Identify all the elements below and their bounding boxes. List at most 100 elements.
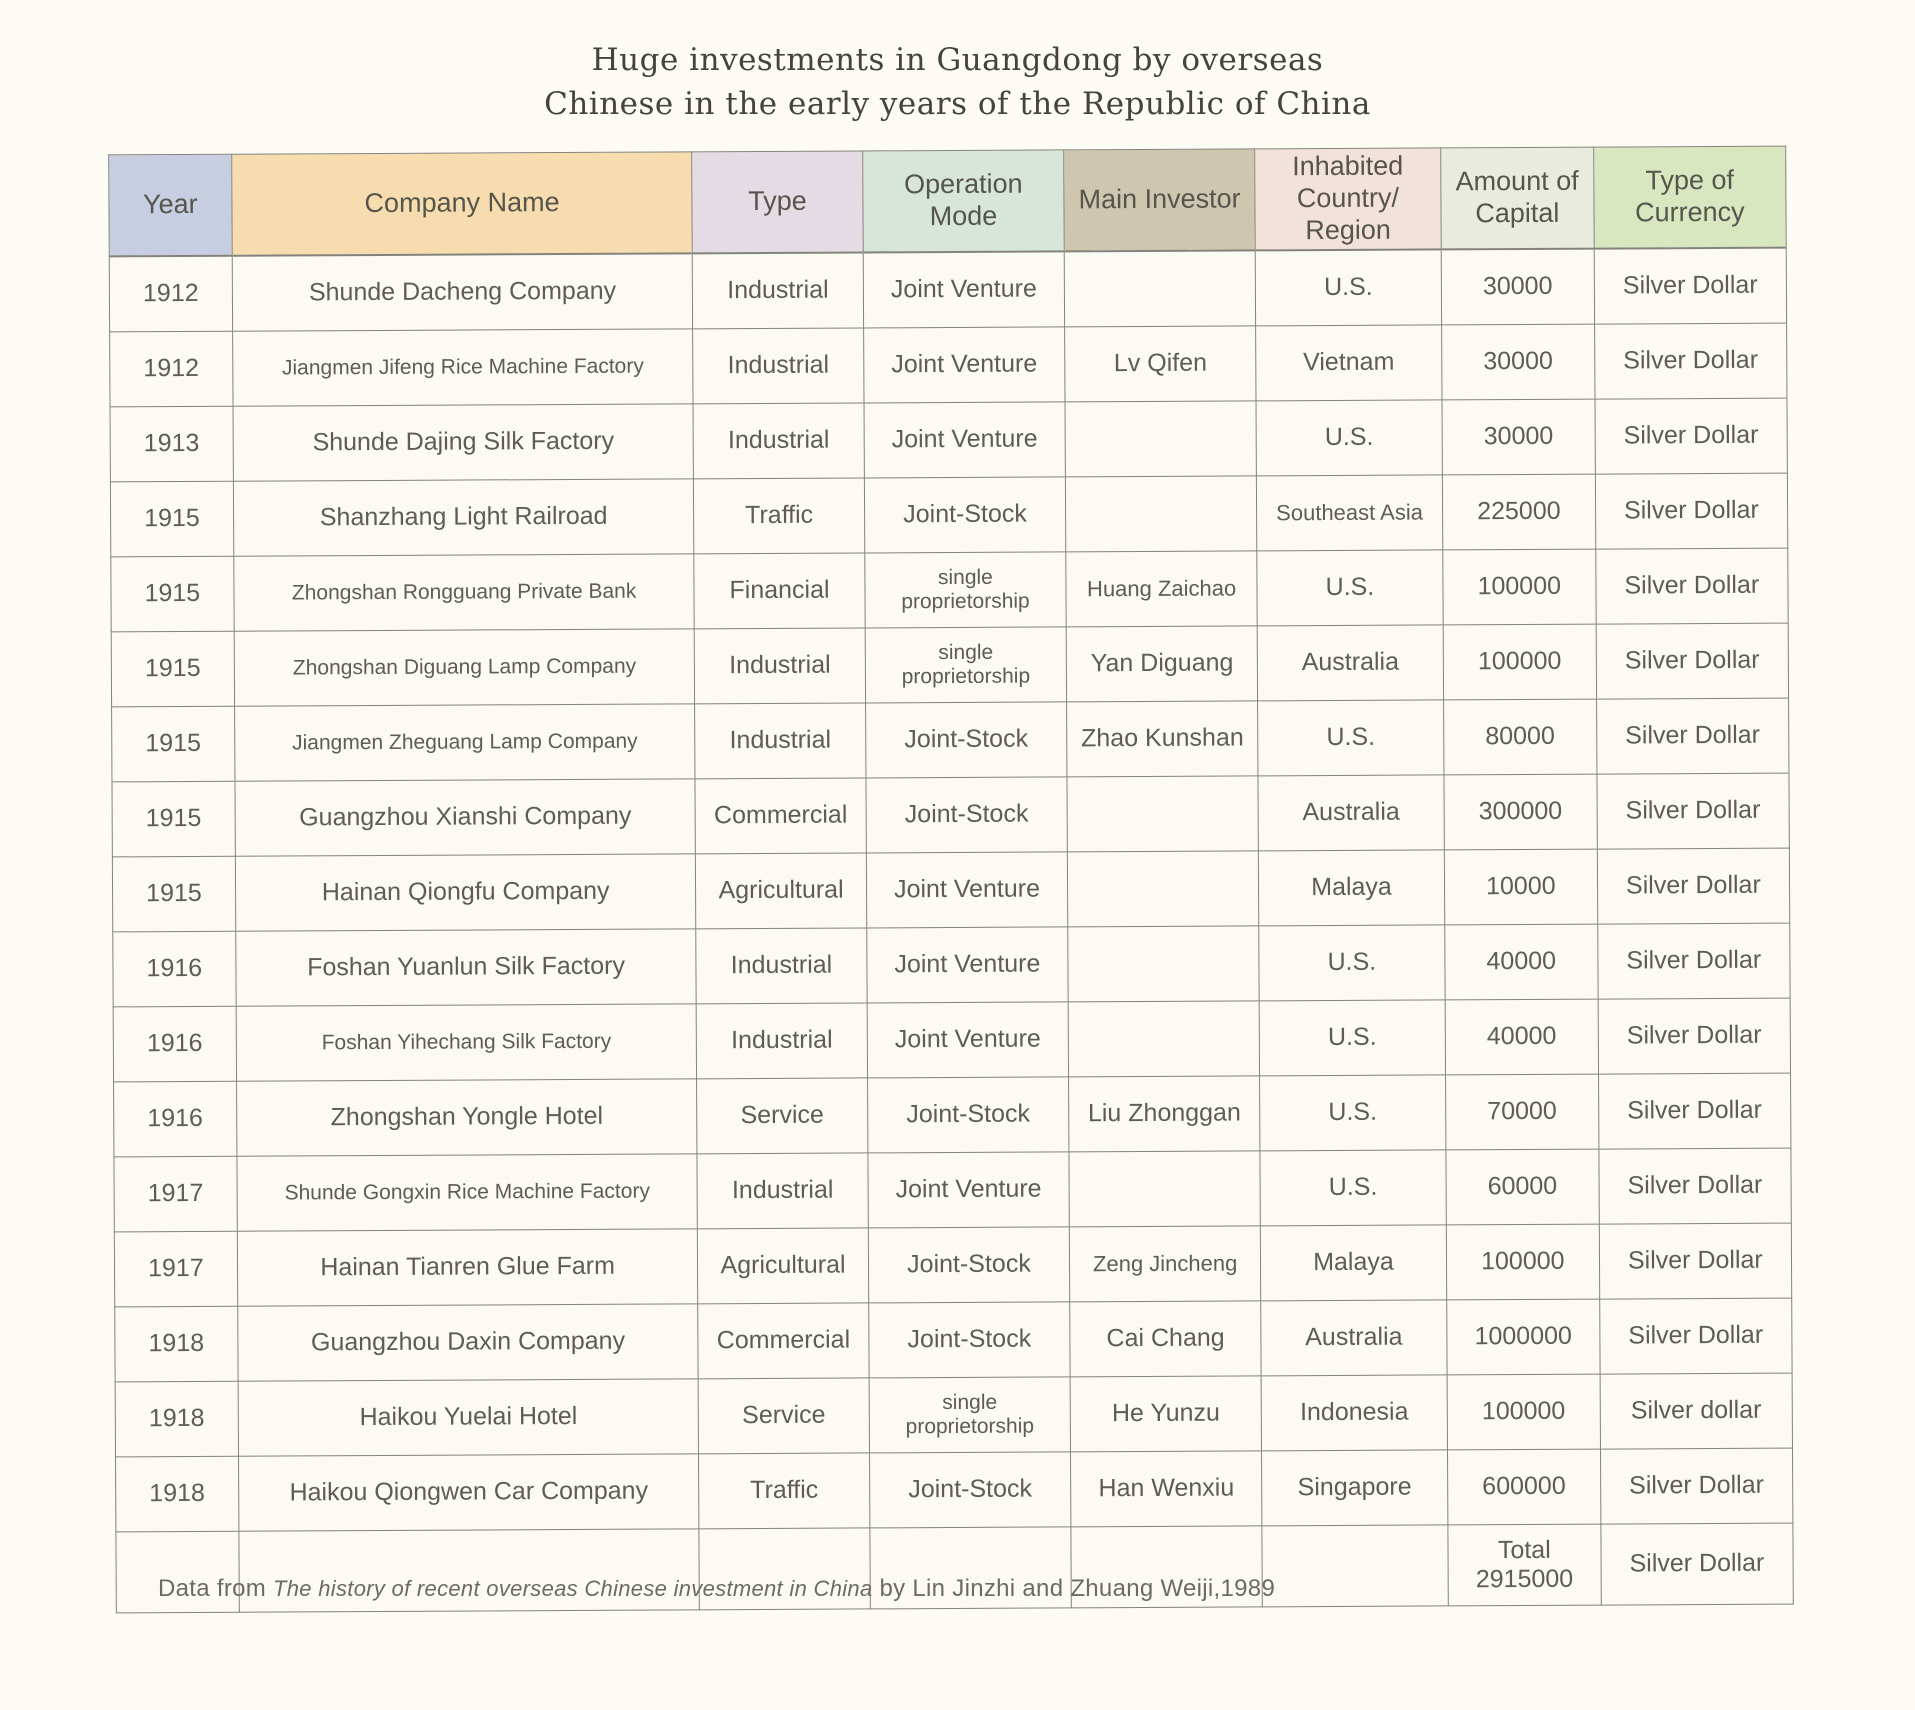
table-row: 1915 Jiangmen Zheguang Lamp Company Indust… — [111, 697, 1789, 782]
cell-mode: Joint Venture — [863, 326, 1066, 403]
cell-type: Industrial — [693, 402, 864, 479]
page-title: Huge investments in Guangdong by oversea… — [0, 38, 1915, 126]
cell-type: Industrial — [696, 1002, 868, 1079]
cell-currency: Silver Dollar — [1595, 622, 1789, 699]
cell-company: Shunde Dajing Silk Factory — [232, 403, 694, 481]
cell-type: Traffic — [698, 1452, 870, 1529]
cell-investor — [1069, 1150, 1261, 1227]
table-row: 1916 Foshan Yuanlun Silk Factory Industria… — [112, 922, 1791, 1007]
cell-amount: 70000 — [1445, 1073, 1599, 1150]
cell-amount: 40000 — [1444, 923, 1598, 1000]
cell-currency: Silver Dollar — [1597, 922, 1791, 999]
table-row: 1916 Foshan Yihechang Silk Factory Industr… — [113, 997, 1791, 1082]
cell-currency: Silver Dollar — [1597, 997, 1791, 1074]
cell-year: 1912 — [109, 255, 233, 332]
cell-type: Agricultural — [695, 852, 867, 929]
cell-type: Industrial — [694, 627, 866, 704]
cell-company: Foshan Yihechang Silk Factory — [235, 1003, 697, 1081]
investments-table-wrap: Year Company Name Type Operation Mode Main I… — [108, 145, 1794, 1613]
cell-type: Industrial — [696, 927, 867, 1004]
cell-company: Jiangmen Zheguang Lamp Company — [234, 703, 696, 781]
cell-mode: Joint-Stock — [868, 1301, 1071, 1378]
table-header-row: Year Company Name Type Operation Mode Main I… — [108, 146, 1787, 256]
cell-year: 1918 — [114, 1305, 238, 1382]
cell-company: Shunde Gongxin Rice Machine Factory — [236, 1153, 698, 1231]
cell-year: 1915 — [110, 555, 234, 632]
cell-mode: single proprietorship — [864, 626, 1067, 703]
table-row: 1915 Hainan Qiongfu Company Agricultural Jo… — [112, 847, 1790, 932]
source-note-suffix: by Lin Jinzhi and Zhuang Weiji,1989 — [872, 1575, 1276, 1602]
cell-region: U.S. — [1259, 1149, 1447, 1226]
cell-company: Hainan Qiongfu Company — [235, 853, 697, 931]
cell-amount: 100000 — [1442, 548, 1596, 625]
cell-region: U.S. — [1259, 999, 1446, 1076]
cell-type: Industrial — [697, 1152, 868, 1229]
cell-region: Southeast Asia — [1256, 474, 1443, 551]
cell-year: 1917 — [114, 1230, 238, 1307]
page-title-line2: Chinese in the early years of the Republ… — [544, 86, 1371, 123]
cell-amount: 100000 — [1447, 1373, 1601, 1450]
cell-mode: Joint-Stock — [863, 476, 1067, 553]
cell-investor — [1064, 249, 1256, 327]
cell-region: Indonesia — [1261, 1374, 1448, 1451]
cell-investor: He Yunzu — [1070, 1375, 1262, 1452]
cell-region: U.S. — [1257, 699, 1444, 776]
cell-mode: Joint-Stock — [867, 1076, 1070, 1153]
cell-region: Australia — [1260, 1299, 1448, 1376]
cell-investor: Cai Chang — [1070, 1300, 1262, 1377]
column-header-year: Year — [108, 154, 232, 256]
cell-amount: 100000 — [1446, 1223, 1600, 1300]
total-value: 2915000 — [1475, 1564, 1574, 1593]
cell-currency: Silver dollar — [1599, 1372, 1793, 1449]
column-header-currency: Type of Currency — [1593, 146, 1787, 249]
cell-type: Commercial — [695, 777, 866, 854]
cell-region: Australia — [1257, 624, 1444, 701]
investments-table: Year Company Name Type Operation Mode Main I… — [108, 145, 1794, 1613]
table-body: 1912 Shunde Dacheng Company Industrial Join… — [109, 247, 1794, 1613]
cell-company: Jiangmen Jifeng Rice Machine Factory — [232, 328, 694, 406]
cell-amount: 225000 — [1442, 473, 1596, 550]
table-row: 1915 Shanzhang Light Railroad Traffic Joint… — [110, 472, 1788, 557]
cell-amount: 100000 — [1443, 623, 1597, 700]
cell-amount: 10000 — [1444, 848, 1598, 925]
cell-year: 1916 — [113, 1080, 237, 1157]
cell-currency: Silver Dollar — [1600, 1447, 1793, 1524]
table-header: Year Company Name Type Operation Mode Main I… — [108, 146, 1787, 256]
table-row: 1913 Shunde Dajing Silk Factory Industrial… — [110, 397, 1788, 482]
cell-mode: Joint Venture — [865, 851, 1069, 928]
cell-type: Financial — [694, 552, 865, 629]
cell-investor — [1068, 925, 1260, 1002]
source-note-title: The history of recent overseas Chinese i… — [273, 1576, 873, 1601]
cell-type: Industrial — [692, 252, 864, 329]
cell-amount: 1000000 — [1446, 1298, 1600, 1375]
cell-type: Industrial — [695, 702, 866, 779]
column-header-investor: Main Investor — [1063, 148, 1256, 251]
cell-currency: Silver Dollar — [1598, 1147, 1792, 1224]
cell-investor — [1065, 400, 1257, 477]
cell-type: Commercial — [698, 1302, 869, 1379]
column-header-company: Company Name — [231, 151, 693, 256]
cell-currency: Silver Dollar — [1595, 472, 1788, 549]
cell-company: Shanzhang Light Railroad — [233, 478, 695, 556]
cell-currency: Silver Dollar — [1594, 322, 1787, 399]
cell-mode: Joint-Stock — [869, 1451, 1072, 1528]
table-row: 1918 Haikou Yuelai Hotel Service single pro… — [115, 1372, 1793, 1457]
cell-investor — [1065, 475, 1257, 552]
column-header-region: Inhabited Country/ Region — [1254, 147, 1442, 250]
cell-mode: Joint-Stock — [865, 776, 1068, 853]
cell-amount: 300000 — [1443, 773, 1598, 850]
cell-currency: Silver Dollar — [1593, 247, 1787, 324]
cell-amount: 60000 — [1445, 1148, 1599, 1225]
cell-mode: Joint-Stock — [867, 1226, 1071, 1303]
cell-type: Service — [696, 1077, 868, 1154]
cell-investor: Yan Diguang — [1066, 625, 1258, 702]
table-row: 1912 Shunde Dacheng Company Industrial Join… — [109, 247, 1787, 332]
cell-currency: Silver Dollar — [1595, 547, 1789, 624]
cell-year: 1916 — [113, 1005, 237, 1082]
cell-region: Malaya — [1260, 1224, 1447, 1301]
table-row: 1915 Zhongshan Diguang Lamp Company Indust… — [111, 622, 1789, 707]
table-row: 1917 Shunde Gongxin Rice Machine Factory I… — [113, 1147, 1792, 1232]
cell-company: Haikou Yuelai Hotel — [237, 1378, 699, 1456]
cell-company: Hainan Tianren Glue Farm — [237, 1228, 699, 1306]
cell-company: Foshan Yuanlun Silk Factory — [235, 928, 697, 1006]
